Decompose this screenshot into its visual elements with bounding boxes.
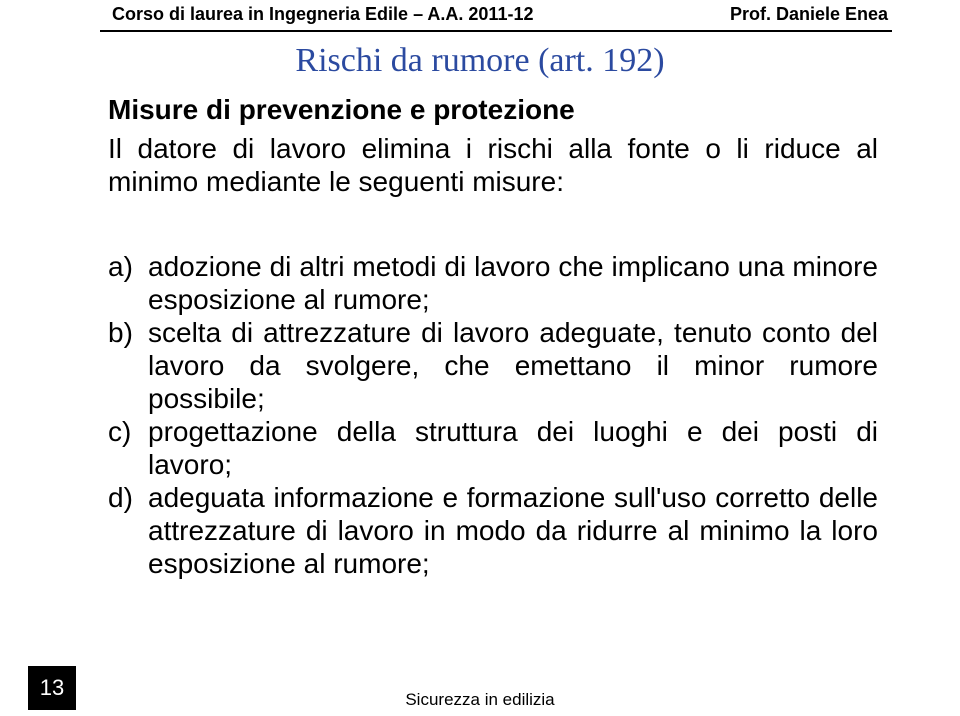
header-right: Prof. Daniele Enea	[730, 4, 888, 25]
page-number: 13	[28, 666, 76, 710]
list-item: a) adozione di altri metodi di lavoro ch…	[108, 250, 878, 316]
list-marker: c)	[108, 415, 148, 481]
header-left: Corso di laurea in Ingegneria Edile – A.…	[112, 4, 533, 25]
list-item-text: progettazione della struttura dei luoghi…	[148, 415, 878, 481]
slide-title: Rischi da rumore (art. 192)	[0, 42, 960, 80]
list-marker: d)	[108, 481, 148, 580]
list-item: d) adeguata informazione e formazione su…	[108, 481, 878, 580]
list-marker: b)	[108, 316, 148, 415]
list-marker: a)	[108, 250, 148, 316]
list-item-text: adozione di altri metodi di lavoro che i…	[148, 250, 878, 316]
list-item-text: adeguata informazione e formazione sull'…	[148, 481, 878, 580]
slide-subtitle: Misure di prevenzione e protezione	[108, 94, 575, 126]
slide: Corso di laurea in Ingegneria Edile – A.…	[0, 0, 960, 716]
footer-text: Sicurezza in edilizia	[0, 690, 960, 710]
intro-text: Il datore di lavoro elimina i rischi all…	[108, 132, 878, 198]
list-item-text: scelta di attrezzature di lavoro adeguat…	[148, 316, 878, 415]
list-block: a) adozione di altri metodi di lavoro ch…	[108, 250, 878, 580]
list-item: c) progettazione della struttura dei luo…	[108, 415, 878, 481]
list-item: b) scelta di attrezzature di lavoro adeg…	[108, 316, 878, 415]
header-divider	[100, 30, 892, 32]
